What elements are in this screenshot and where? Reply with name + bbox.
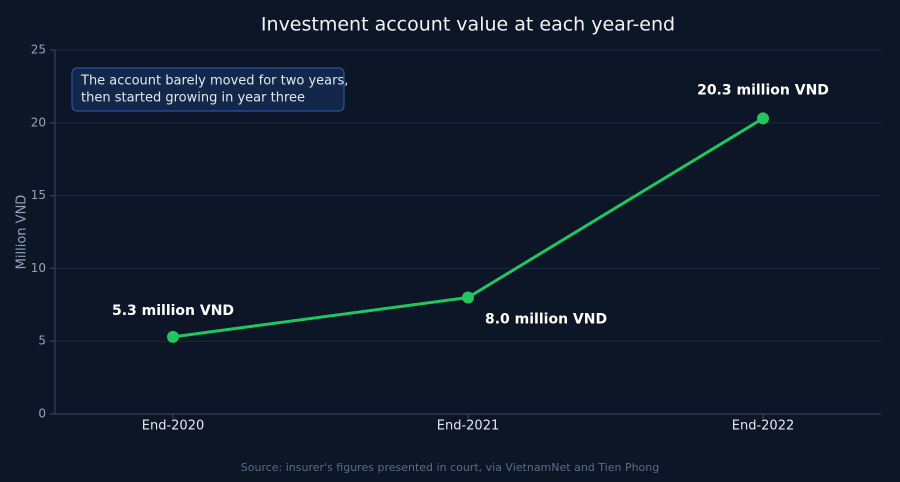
- y-tick-label: 25: [31, 43, 46, 57]
- x-tick-label: End-2022: [732, 419, 794, 434]
- data-point: [757, 112, 769, 125]
- y-axis-label: Million VND: [15, 195, 30, 270]
- x-tick-label: End-2020: [142, 419, 204, 434]
- y-tick-label: 5: [38, 334, 46, 348]
- annotation-line: The account barely moved for two years,: [80, 74, 348, 89]
- chart-title: Investment account value at each year-en…: [261, 14, 675, 36]
- y-tick-label: 0: [38, 407, 46, 421]
- y-tick-label: 15: [31, 188, 46, 202]
- data-label: 8.0 million VND: [485, 312, 607, 328]
- x-tick-label: End-2021: [437, 419, 499, 434]
- data-label: 20.3 million VND: [697, 82, 829, 98]
- source-note: Source: insurer's figures presented in c…: [241, 461, 659, 474]
- annotation-line: then started growing in year three: [81, 91, 305, 106]
- data-point: [462, 291, 474, 304]
- data-point: [167, 330, 179, 343]
- annotation-box: [71, 67, 345, 112]
- y-tick-label: 20: [31, 115, 46, 129]
- y-tick-label: 10: [31, 261, 46, 275]
- data-label: 5.3 million VND: [112, 303, 234, 319]
